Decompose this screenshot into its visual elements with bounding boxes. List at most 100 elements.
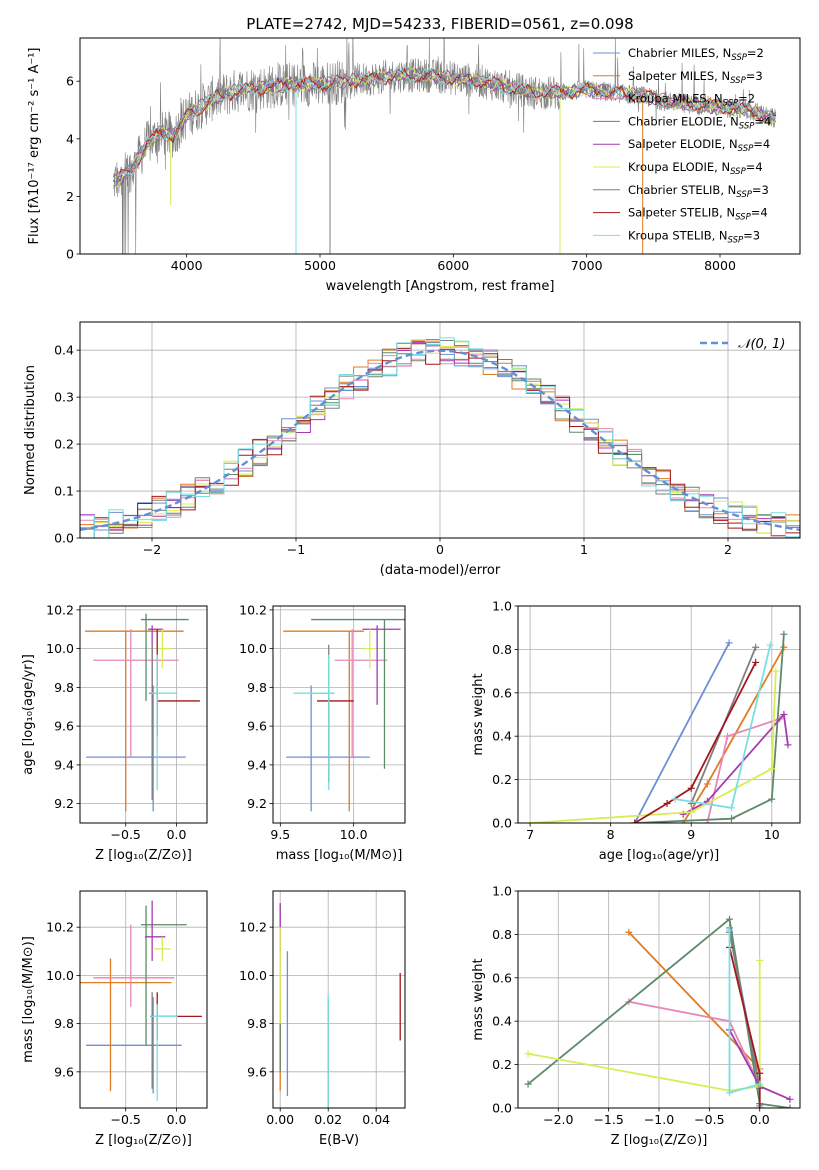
errorbar-kroupa-miles <box>93 924 175 1007</box>
tick-label-y: 0 <box>66 247 74 262</box>
tick-label-x: 7 <box>526 827 534 842</box>
legend-residuals: 𝒩(0, 1) <box>700 337 785 352</box>
tick-label-y: 0.1 <box>54 484 74 499</box>
axes-frame <box>79 321 801 539</box>
x-axis-label: Z [log₁₀(Z/Z⊙)] <box>95 848 192 863</box>
tick-label-x: 8000 <box>704 258 736 273</box>
data-point-marker <box>663 799 671 807</box>
y-axis-label: age [log₁₀(age/yr)] <box>21 654 36 775</box>
tick-label-y: 9.4 <box>247 757 267 772</box>
data-point-marker <box>524 1050 532 1058</box>
legend-entry: Chabrier STELIB, NSSP=3 <box>628 183 769 200</box>
tick-label-y: 4 <box>66 131 74 146</box>
legend-entry: Kroupa STELIB, NSSP=3 <box>628 228 760 245</box>
y-axis-label: Normed distribution <box>23 365 38 495</box>
tick-label-x: −1.5 <box>593 1112 623 1127</box>
axes-frame <box>517 605 801 824</box>
series-line-kroupa-elodie <box>530 671 777 823</box>
errorbar-chabrier-elodie <box>140 905 187 1046</box>
tick-label-x: −0.5 <box>111 827 141 842</box>
x-axis-label: E(B-V) <box>319 1133 359 1148</box>
panel-mass_vs_age: 9.5 10.0 9.2 9.4 9.6 9.8 10.0 10.2 mass [log₁₀(M… <box>239 602 406 863</box>
tick-label-y: 10.2 <box>46 920 74 935</box>
x-axis-label: (data-model)/error <box>380 563 501 578</box>
data-point-marker <box>625 928 633 936</box>
x-axis-label: mass [log₁₀(M/M⊙)] <box>276 848 403 863</box>
series-line-chabrier-miles <box>634 642 730 823</box>
data-point-marker <box>780 630 788 638</box>
tick-label-y: 1.0 <box>492 599 512 614</box>
errorbar-chabrier-miles <box>286 685 370 812</box>
tick-label-x: −0.5 <box>694 1112 724 1127</box>
data-point-marker <box>725 639 733 647</box>
series-line-chabrier-elodie <box>634 634 785 823</box>
data-point-marker <box>687 784 695 792</box>
axes-frame <box>79 37 801 255</box>
errorbar-salpeter-miles <box>283 630 364 812</box>
data-point-marker <box>703 780 711 788</box>
tick-label-y: 10.0 <box>46 968 74 983</box>
errorbar-kroupa-stelib <box>151 1004 178 1101</box>
tick-label-y: 0.4 <box>492 729 512 744</box>
tick-label-x: 9 <box>687 827 695 842</box>
errorbar-kroupa-elodie <box>156 629 171 668</box>
y-axis-label: mass [log₁₀(M/M⊙)] <box>21 936 36 1063</box>
data-point-marker <box>726 1089 733 1097</box>
axes-frame <box>517 890 801 1109</box>
plot-area-mass_vs_age <box>283 618 405 812</box>
tick-label-y: 10.2 <box>46 602 74 617</box>
legend-entry: Chabrier MILES, NSSP=2 <box>628 46 764 63</box>
tick-label-x: −1.0 <box>644 1112 674 1127</box>
tick-label-x: 0.0 <box>167 827 187 842</box>
axes-frame <box>272 605 406 824</box>
tick-label-x: 0.04 <box>362 1112 390 1127</box>
x-axis-label: Z [log₁₀(Z/Z⊙)] <box>611 1133 708 1148</box>
grid-mass_vs_age <box>273 606 405 823</box>
data-point-marker <box>752 643 760 651</box>
errorbar-kroupa-stelib <box>293 654 335 791</box>
data-point-marker <box>671 795 679 803</box>
errorbar-chabrier-miles <box>86 685 186 812</box>
spectrum-model-line <box>112 67 777 182</box>
plot-area-ebv_vs_mass <box>279 903 401 1108</box>
data-point-marker <box>756 1069 764 1077</box>
tick-label-x: 2 <box>724 542 732 557</box>
tick-label-x: 1 <box>580 542 588 557</box>
legend-entry: Salpeter ELODIE, NSSP=4 <box>628 137 770 154</box>
data-point-marker <box>728 815 736 823</box>
data-point-marker <box>756 1080 764 1088</box>
figure-title: PLATE=2742, MJD=54233, FIBERID=0561, z=0… <box>246 15 633 33</box>
errorbar-chabrier-miles <box>86 997 182 1094</box>
tick-label-y: 9.4 <box>54 757 74 772</box>
figure-panels: 4000 5000 6000 7000 8000 0 2 4 6 wavelength [Angs… <box>21 37 801 1148</box>
histogram-series <box>80 343 800 538</box>
tick-label-y: 9.6 <box>247 719 267 734</box>
legend-entry: Salpeter STELIB, NSSP=4 <box>628 206 768 223</box>
tick-label-y: 0.4 <box>492 1014 512 1029</box>
grid-Z_vs_mass <box>80 891 207 1108</box>
tick-label-y: 0.0 <box>492 816 512 831</box>
tick-label-y: 10.2 <box>239 920 267 935</box>
tick-label-x: 0 <box>436 542 444 557</box>
tick-label-y: 0.8 <box>492 642 512 657</box>
tick-label-y: 9.6 <box>54 719 74 734</box>
tick-label-y: 9.8 <box>247 1016 267 1031</box>
axes-frame <box>79 890 208 1109</box>
panel-residuals: −2 −1 0 1 2 0.0 0.1 0.2 0.3 0.4 (data-model)/error… <box>23 321 801 578</box>
x-axis-label: Z [log₁₀(Z/Z⊙)] <box>95 1133 192 1148</box>
tick-label-y: 9.2 <box>247 796 267 811</box>
tick-label-y: 0.6 <box>492 685 512 700</box>
tick-label-x: 9.5 <box>270 827 290 842</box>
plot-area-residuals <box>80 337 800 538</box>
errorbar-kroupa-elodie <box>154 936 171 961</box>
y-axis-label: mass weight <box>471 673 486 755</box>
tick-label-y: 9.8 <box>54 1016 74 1031</box>
tick-label-y: 0.0 <box>54 531 74 546</box>
tick-label-x: 4000 <box>171 258 203 273</box>
panel-Z_vs_mass: −0.5 0.0 9.6 9.8 10.0 10.2 Z [log₁₀(Z/Z⊙)] mass… <box>21 890 208 1148</box>
data-point-marker <box>786 1095 794 1103</box>
spectrum-model-line <box>112 67 777 181</box>
tick-label-y: 0.8 <box>492 927 512 942</box>
data-point-marker <box>524 1080 532 1088</box>
